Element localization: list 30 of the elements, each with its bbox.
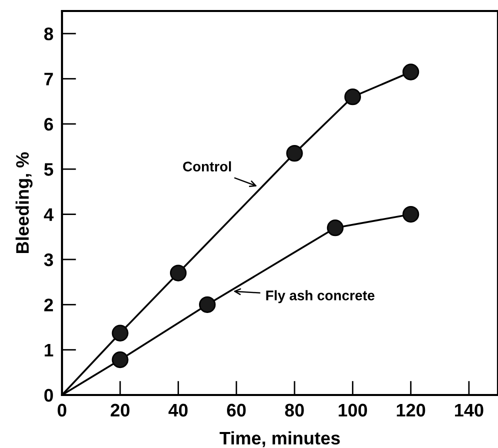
point — [112, 351, 128, 368]
y-tick-label: 0 — [44, 388, 53, 402]
point — [402, 64, 420, 80]
x-tick-label: 80 — [285, 404, 304, 417]
point — [402, 206, 420, 223]
y-tick-label: 4 — [44, 208, 54, 221]
annotation: Fly ash concrete — [266, 290, 374, 304]
x-tick-label: 20 — [110, 404, 130, 417]
y-tick-label: 7 — [44, 72, 53, 86]
x-tick-label: 60 — [227, 404, 246, 417]
x-axis-title: Time, minutes — [220, 431, 340, 448]
y-tick-label: 8 — [44, 28, 54, 40]
x-tick-label: 100 — [338, 404, 367, 417]
point — [326, 220, 344, 236]
x-tick-label: 0 — [58, 404, 66, 417]
y-tick-label: 6 — [44, 118, 54, 131]
y-tick-label: 3 — [44, 253, 54, 266]
point — [170, 264, 187, 282]
annotation: Control — [183, 161, 231, 172]
x-tick-label: 140 — [455, 404, 484, 417]
point — [199, 296, 216, 313]
y-axis-title: Bleeding, % — [16, 152, 33, 253]
point — [344, 88, 361, 106]
y-tick-label: 5 — [44, 163, 54, 176]
y-tick-label: 1 — [44, 344, 54, 356]
x-tick-label: 40 — [168, 404, 188, 417]
point — [286, 144, 303, 162]
y-tick-label: 2 — [44, 298, 53, 312]
x-tick-label: 120 — [396, 404, 426, 417]
point — [112, 324, 128, 342]
